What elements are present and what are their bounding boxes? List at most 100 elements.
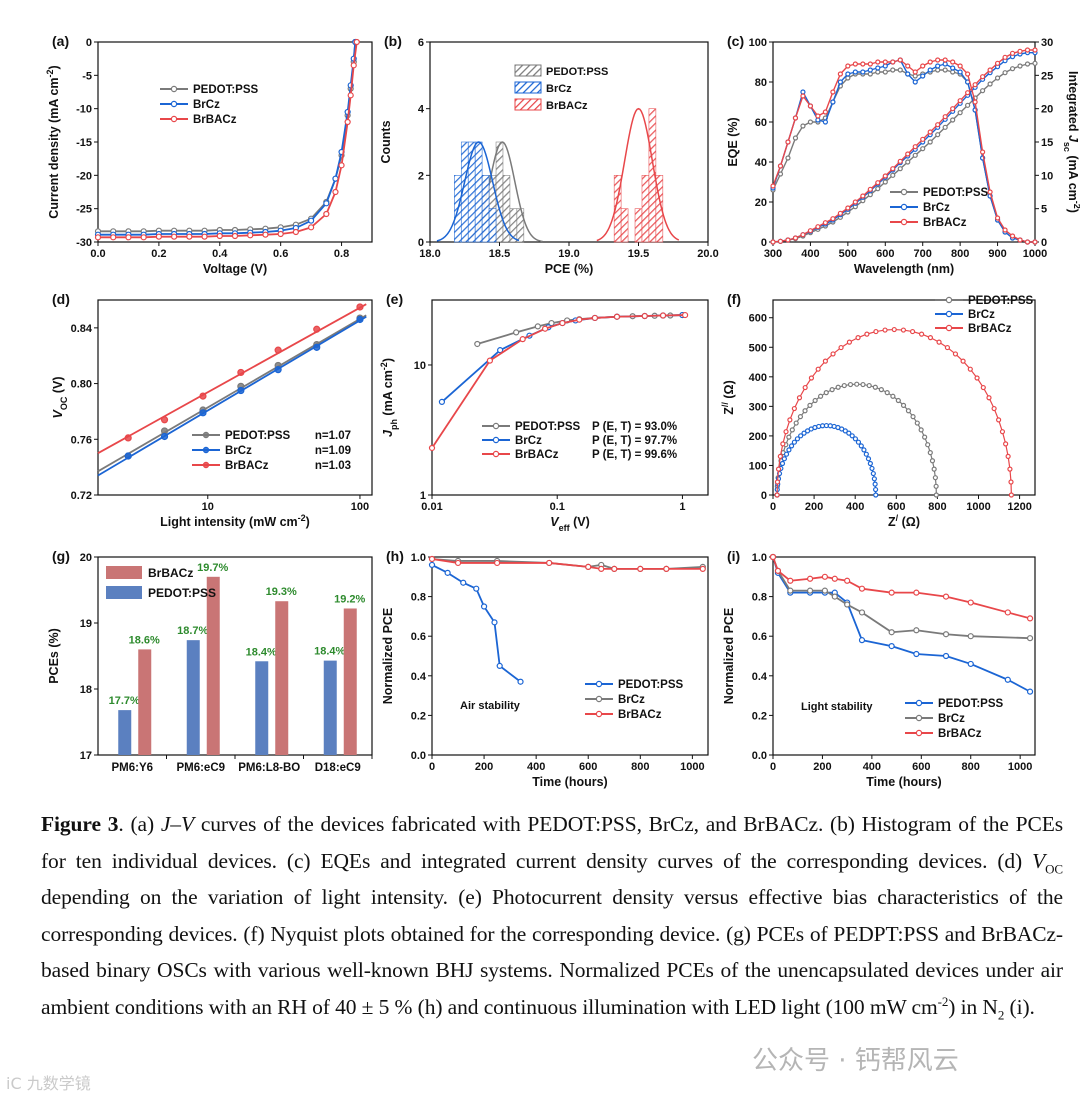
data-point <box>492 422 500 430</box>
x-tick-label: 400 <box>846 501 864 513</box>
data-point <box>199 392 207 400</box>
data-point <box>1002 70 1008 76</box>
data-point <box>860 61 866 67</box>
data-point <box>199 409 207 417</box>
y-tick-label: 400 <box>749 372 767 384</box>
y-tick-label: 0.8 <box>411 592 426 604</box>
data-point <box>789 427 795 433</box>
data-point <box>798 433 804 439</box>
data-point <box>785 155 791 161</box>
data-point <box>991 405 997 412</box>
data-point <box>829 387 835 393</box>
y-tick-label: 0 <box>761 490 767 502</box>
data-point <box>830 216 836 222</box>
panel-h: (h) 0 200 400 600 800 1000 0.0 0.2 0.4 0.6 0.8 1.0 Ti… <box>381 548 709 789</box>
data-point <box>942 124 948 130</box>
x-tick-label: 600 <box>579 761 597 773</box>
x-tick-label: 0.2 <box>151 248 166 260</box>
data-point <box>890 172 896 178</box>
x-tick-label: 0 <box>429 761 435 773</box>
data-point <box>950 117 956 123</box>
x-tick-label: 0.6 <box>273 248 288 260</box>
y2-tick-label: 10 <box>1041 170 1053 182</box>
y-axis-label: Counts <box>379 120 393 163</box>
y-tick-label: 0.0 <box>752 750 767 762</box>
plot-frame <box>772 556 1036 756</box>
y-tick-label: 10 <box>414 360 426 372</box>
data-point <box>641 312 648 320</box>
data-point <box>922 434 928 440</box>
y-tick-label: 200 <box>749 431 767 443</box>
data-point <box>942 57 948 63</box>
x-tick-label: 20.0 <box>697 248 718 260</box>
data-point <box>769 553 777 561</box>
x-tick-label: 18.5 <box>489 248 510 260</box>
data-point <box>1026 615 1034 622</box>
data-point <box>846 430 852 436</box>
series-line <box>772 556 1031 693</box>
bar-brbacz <box>275 601 289 755</box>
data-point <box>428 555 436 563</box>
bar-brbacz <box>343 608 357 755</box>
data-point <box>777 163 784 169</box>
y-tick-label: -30 <box>76 237 92 249</box>
plot-frame <box>431 556 709 756</box>
watermark-corner: iC 九数学镜 <box>6 1074 91 1093</box>
data-point <box>775 466 782 472</box>
data-point <box>460 579 467 586</box>
legend-label: BrCz <box>938 713 965 725</box>
bar-brbacz <box>206 576 220 755</box>
x-tick-label: 200 <box>805 501 823 513</box>
data-point <box>912 152 918 158</box>
x-tick-label: 200 <box>813 761 831 773</box>
data-point <box>1024 61 1031 67</box>
x-tick-label: 600 <box>912 761 930 773</box>
series-line <box>98 41 357 236</box>
data-point <box>777 238 784 244</box>
category-label: PM6:Y6 <box>111 762 153 774</box>
data-point <box>1004 676 1011 683</box>
y-axis-label: Jph (mA cm-2) <box>379 358 399 437</box>
legend-label: PEDOT:PSS <box>148 586 216 600</box>
data-point <box>800 123 806 129</box>
data-point <box>830 351 836 357</box>
data-point <box>438 398 446 406</box>
data-point <box>861 447 867 453</box>
legend-label: PEDOT:PSS <box>225 430 291 442</box>
data-point <box>124 434 132 442</box>
data-point <box>497 347 504 354</box>
data-point <box>852 436 859 442</box>
data-point <box>847 381 854 388</box>
data-point <box>792 135 799 141</box>
data-point <box>332 188 339 196</box>
legend-swatch <box>106 566 142 579</box>
data-point <box>323 210 330 218</box>
data-point <box>807 103 814 109</box>
data-point <box>872 486 879 493</box>
data-point <box>541 325 549 332</box>
panel-c: (c)300 400 500 600 700 800 900 1000020406080100… <box>726 33 1080 276</box>
data-point <box>987 81 993 87</box>
data-point <box>202 431 210 439</box>
gaussian-fit <box>596 107 680 242</box>
y2-tick-label: 5 <box>1041 204 1047 216</box>
y-tick-label: 1 <box>420 490 426 502</box>
legend-label: PEDOT:PSS <box>968 295 1034 307</box>
x-tick-label: 1000 <box>1008 761 1032 773</box>
category-label: D18:eC9 <box>315 762 361 774</box>
data-point <box>822 109 829 115</box>
caption-figure-number: Figure 3 <box>41 812 119 836</box>
data-point <box>918 427 924 433</box>
panel-label: (f) <box>727 291 741 307</box>
legend-swatch <box>514 98 542 111</box>
data-point <box>231 232 239 240</box>
data-point <box>994 75 1001 81</box>
data-point <box>823 390 829 396</box>
x-tick-label: 300 <box>764 248 782 260</box>
data-point <box>872 481 878 487</box>
data-point <box>277 230 284 238</box>
data-point <box>663 565 670 572</box>
data-point <box>591 314 599 322</box>
x-tick-label: 19.0 <box>558 248 579 260</box>
x-tick-label: 1000 <box>966 501 990 513</box>
